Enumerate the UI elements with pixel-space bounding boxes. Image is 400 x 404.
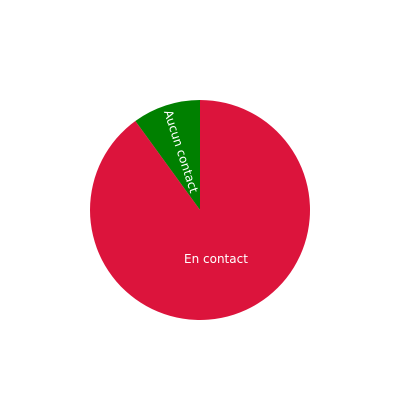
pie-slice-label: En contact [184, 252, 248, 266]
pie-slices [89, 100, 310, 320]
pie-slice-aucun-contact [135, 100, 200, 210]
pie-slice-en-contact [89, 100, 310, 320]
